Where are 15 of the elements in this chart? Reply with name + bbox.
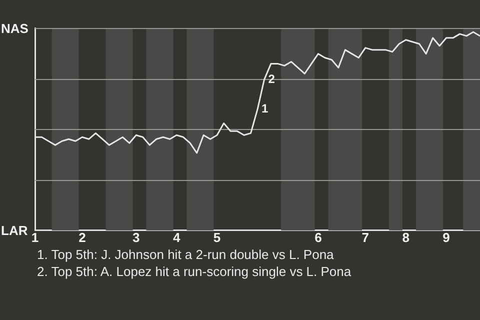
x-tick-label: 1 [31,230,39,245]
text: NAS [1,21,30,36]
x-tick-label: 8 [402,230,410,245]
annotation: 2 [268,72,276,86]
x-tick-label: 5 [213,230,221,245]
x-tick-label: 3 [132,230,140,245]
x-tick-label: 7 [362,230,369,245]
x-tick-label: 9 [442,230,450,245]
x-tick-label: 2 [78,230,86,245]
x-tick-label: 6 [314,230,322,245]
text: 1. Top 5th: J. Johnson hit a 2-run double vs L. Pona [37,246,335,263]
x-tick-label: 4 [172,230,181,245]
text: 2. Top 5th: A. Lopez hit a run-scoring single vs L. Pona [37,263,352,280]
text: LAR [1,223,28,238]
annotation: 1 [262,102,268,116]
